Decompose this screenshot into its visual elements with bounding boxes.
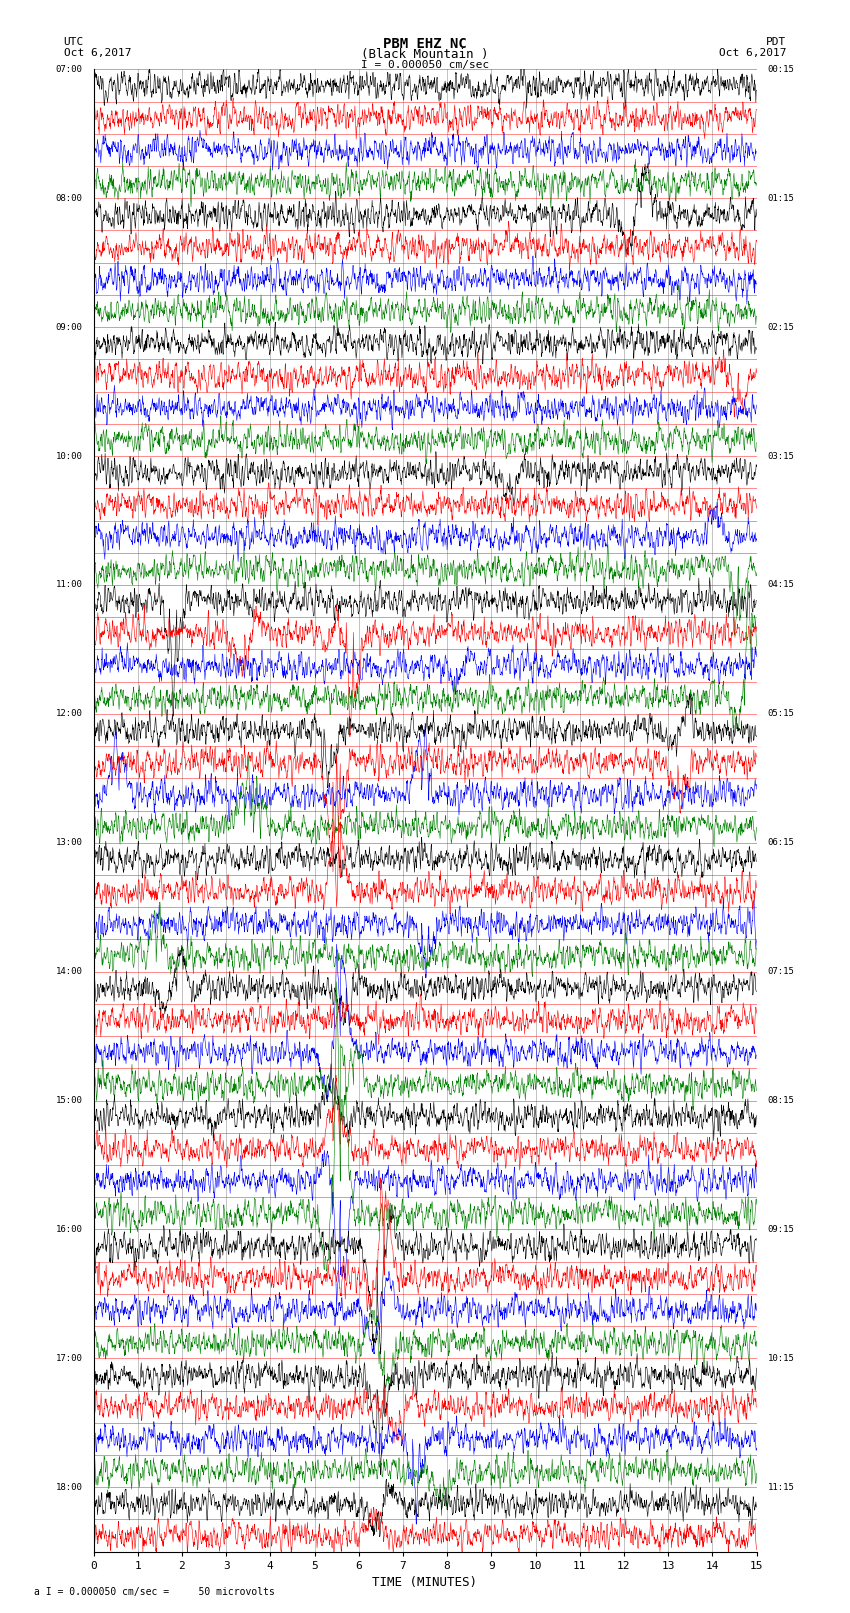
Text: 02:15: 02:15 xyxy=(768,323,795,332)
Text: UTC: UTC xyxy=(64,37,84,47)
Text: 01:15: 01:15 xyxy=(768,194,795,203)
X-axis label: TIME (MINUTES): TIME (MINUTES) xyxy=(372,1576,478,1589)
Text: Oct 6,2017: Oct 6,2017 xyxy=(719,48,786,58)
Text: 18:00: 18:00 xyxy=(55,1482,82,1492)
Text: 12:00: 12:00 xyxy=(55,710,82,718)
Text: 07:00: 07:00 xyxy=(55,65,82,74)
Text: 14:00: 14:00 xyxy=(55,968,82,976)
Text: 11:00: 11:00 xyxy=(55,581,82,589)
Text: I = 0.000050 cm/sec: I = 0.000050 cm/sec xyxy=(361,60,489,69)
Text: 08:00: 08:00 xyxy=(55,194,82,203)
Text: PDT: PDT xyxy=(766,37,786,47)
Text: PBM EHZ NC: PBM EHZ NC xyxy=(383,37,467,52)
Text: 17:00: 17:00 xyxy=(55,1353,82,1363)
Text: 09:00: 09:00 xyxy=(55,323,82,332)
Text: 10:15: 10:15 xyxy=(768,1353,795,1363)
Text: 09:15: 09:15 xyxy=(768,1224,795,1234)
Text: 08:15: 08:15 xyxy=(768,1097,795,1105)
Text: 07:15: 07:15 xyxy=(768,968,795,976)
Text: 00:15: 00:15 xyxy=(768,65,795,74)
Text: (Black Mountain ): (Black Mountain ) xyxy=(361,48,489,61)
Text: 03:15: 03:15 xyxy=(768,452,795,461)
Text: 04:15: 04:15 xyxy=(768,581,795,589)
Text: Oct 6,2017: Oct 6,2017 xyxy=(64,48,131,58)
Text: 16:00: 16:00 xyxy=(55,1224,82,1234)
Text: 06:15: 06:15 xyxy=(768,839,795,847)
Text: 05:15: 05:15 xyxy=(768,710,795,718)
Text: 15:00: 15:00 xyxy=(55,1097,82,1105)
Text: 13:00: 13:00 xyxy=(55,839,82,847)
Text: 10:00: 10:00 xyxy=(55,452,82,461)
Text: a I = 0.000050 cm/sec =     50 microvolts: a I = 0.000050 cm/sec = 50 microvolts xyxy=(34,1587,275,1597)
Text: 11:15: 11:15 xyxy=(768,1482,795,1492)
